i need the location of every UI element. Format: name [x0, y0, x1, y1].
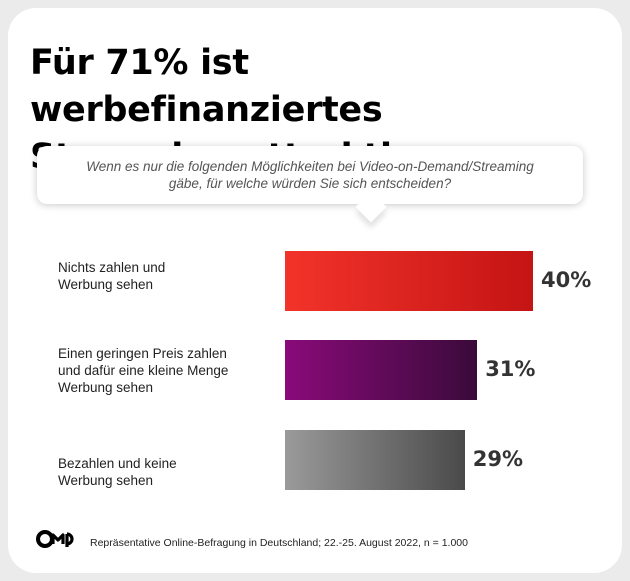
category-label: Nichts zahlen und Werbung sehen [58, 259, 268, 293]
category-label: Bezahlen und keine Werbung sehen [58, 455, 268, 489]
category-label-line: Werbung sehen [58, 380, 154, 395]
question-line-2: gäbe, für welche würden Sie sich entsche… [168, 176, 452, 191]
bar-value-label: 31% [485, 357, 536, 381]
question-bubble: Wenn es nur die folgenden Möglichkeiten … [37, 146, 583, 204]
footer-source: Repräsentative Online-Befragung in Deuts… [90, 537, 468, 549]
category-label-line: Einen geringen Preis zahlen [58, 346, 227, 361]
bar [285, 430, 465, 490]
bar-value-label: 29% [472, 447, 524, 471]
category-label-line: Nichts zahlen und [58, 260, 166, 275]
category-label-line: und dafür eine kleine Menge [58, 363, 229, 378]
category-label-line: Werbung sehen [58, 473, 154, 488]
bubble-tail-mask [340, 188, 400, 204]
question-line-1: Wenn es nur die folgenden Möglichkeiten … [86, 159, 534, 174]
category-label-line: Bezahlen und keine [58, 456, 177, 471]
category-label-line: Werbung sehen [58, 277, 154, 292]
title-line-1: Für 71% ist werbefinanziertes [30, 43, 383, 130]
omg-logo-icon [36, 530, 74, 548]
bar [285, 340, 478, 400]
category-label: Einen geringen Preis zahlen und dafür ein… [58, 345, 268, 396]
bar-value-label: 40% [541, 268, 592, 292]
bar [285, 251, 533, 311]
